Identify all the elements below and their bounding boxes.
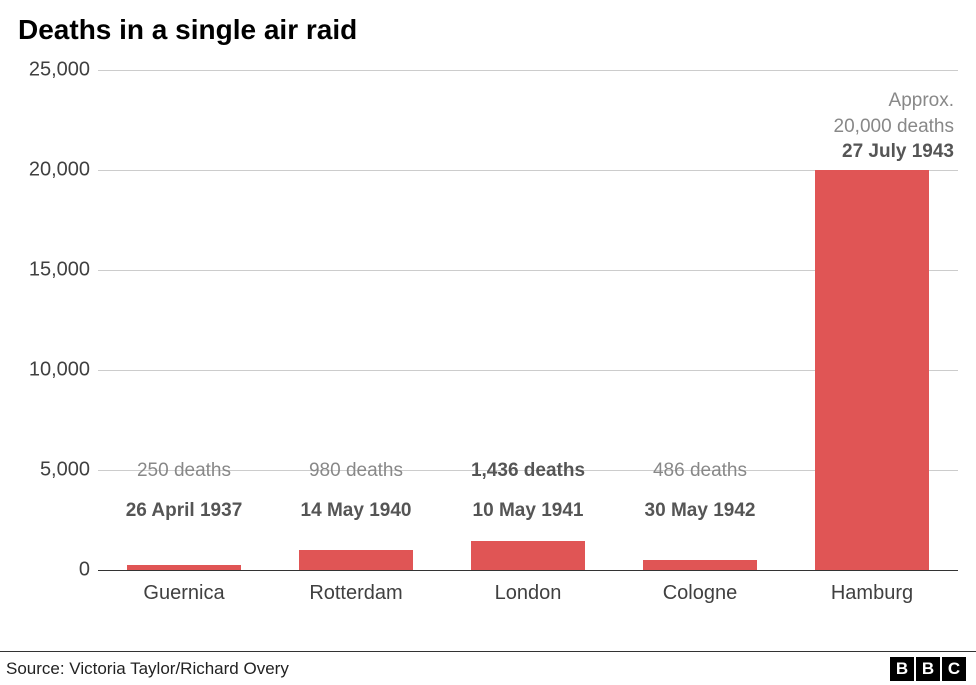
chart-title: Deaths in a single air raid	[0, 0, 976, 52]
bar-annotation: 486 deaths30 May 1942	[645, 458, 756, 523]
y-tick-label: 15,000	[18, 259, 90, 282]
bar-annotation: Approx.20,000 deaths27 July 1943	[834, 88, 954, 165]
x-tick-label: Rotterdam	[309, 582, 402, 605]
date-annotation: 30 May 1942	[645, 498, 756, 524]
date-annotation: 10 May 1941	[471, 498, 585, 524]
bbc-logo: B B C	[890, 657, 966, 681]
y-tick-label: 20,000	[18, 159, 90, 182]
bbc-logo-letter: B	[916, 657, 940, 681]
bar	[471, 541, 585, 570]
x-tick-label: Cologne	[663, 582, 738, 605]
bbc-logo-letter: B	[890, 657, 914, 681]
bbc-logo-letter: C	[942, 657, 966, 681]
bar-annotation: 980 deaths14 May 1940	[301, 458, 412, 523]
bar	[299, 550, 413, 570]
gridline	[98, 70, 958, 71]
deaths-annotation: 20,000 deaths	[834, 114, 954, 140]
bar	[643, 560, 757, 570]
x-tick-label: Guernica	[143, 582, 224, 605]
date-annotation: 26 April 1937	[126, 498, 243, 524]
chart-footer: Source: Victoria Taylor/Richard Overy B …	[0, 651, 976, 685]
y-tick-label: 10,000	[18, 359, 90, 382]
bar	[815, 170, 929, 570]
x-tick-label: London	[495, 582, 562, 605]
chart-container: Deaths in a single air raid 0 5,000 10,000…	[0, 0, 976, 685]
chart-area: 05,00010,00015,00020,00025,000 250 death…	[18, 70, 958, 610]
bar-annotation: 250 deaths26 April 1937	[126, 458, 243, 523]
x-tick-label: Hamburg	[831, 582, 913, 605]
date-annotation: 14 May 1940	[301, 498, 412, 524]
deaths-annotation: Approx.	[834, 88, 954, 114]
y-tick-label: 0	[18, 559, 90, 582]
bar	[127, 565, 241, 570]
plot-area: 250 deaths26 April 1937 980 deaths14 May …	[98, 70, 958, 570]
y-tick-label: 5,000	[18, 459, 90, 482]
bar-annotation: 1,436 deaths10 May 1941	[471, 458, 585, 523]
x-axis-line	[98, 570, 958, 571]
source-label: Source: Victoria Taylor/Richard Overy	[6, 659, 289, 679]
date-annotation: 27 July 1943	[834, 139, 954, 165]
y-tick-label: 25,000	[18, 59, 90, 82]
